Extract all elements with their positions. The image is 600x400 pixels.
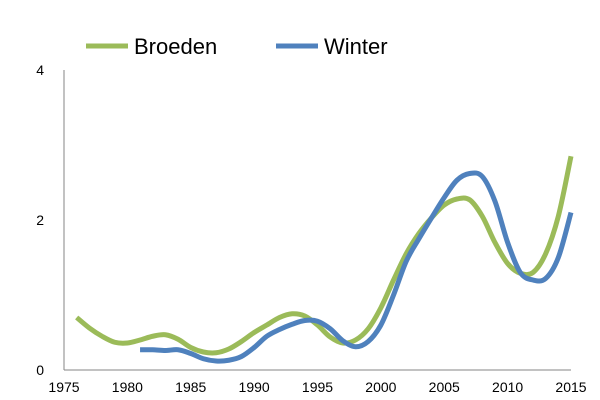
x-tick-label: 1990 bbox=[239, 379, 270, 395]
x-tick-label: 2000 bbox=[365, 379, 396, 395]
x-tick-label: 1995 bbox=[302, 379, 333, 395]
plot-area bbox=[75, 155, 574, 364]
y-tick-label: 4 bbox=[36, 62, 44, 78]
x-tick-label: 1980 bbox=[112, 379, 143, 395]
legend: Broeden Winter bbox=[86, 34, 388, 59]
y-tick-label: 0 bbox=[36, 362, 44, 378]
y-tick-label: 2 bbox=[36, 212, 44, 228]
x-tick-label: 1985 bbox=[175, 379, 206, 395]
legend-label-broeden: Broeden bbox=[134, 34, 217, 59]
x-tick-label: 2010 bbox=[492, 379, 523, 395]
x-tick-label: 2005 bbox=[429, 379, 460, 395]
x-tick-label: 2015 bbox=[555, 379, 586, 395]
x-tick-label: 1975 bbox=[48, 379, 79, 395]
series-line-winter bbox=[140, 170, 574, 364]
legend-label-winter: Winter bbox=[324, 34, 388, 59]
tick-labels: 1975 1980 1985 1990 1995 2000 2005 2010 2015 0 2 4 bbox=[36, 62, 587, 395]
axes bbox=[63, 70, 571, 371]
series-line-broeden bbox=[75, 155, 574, 356]
